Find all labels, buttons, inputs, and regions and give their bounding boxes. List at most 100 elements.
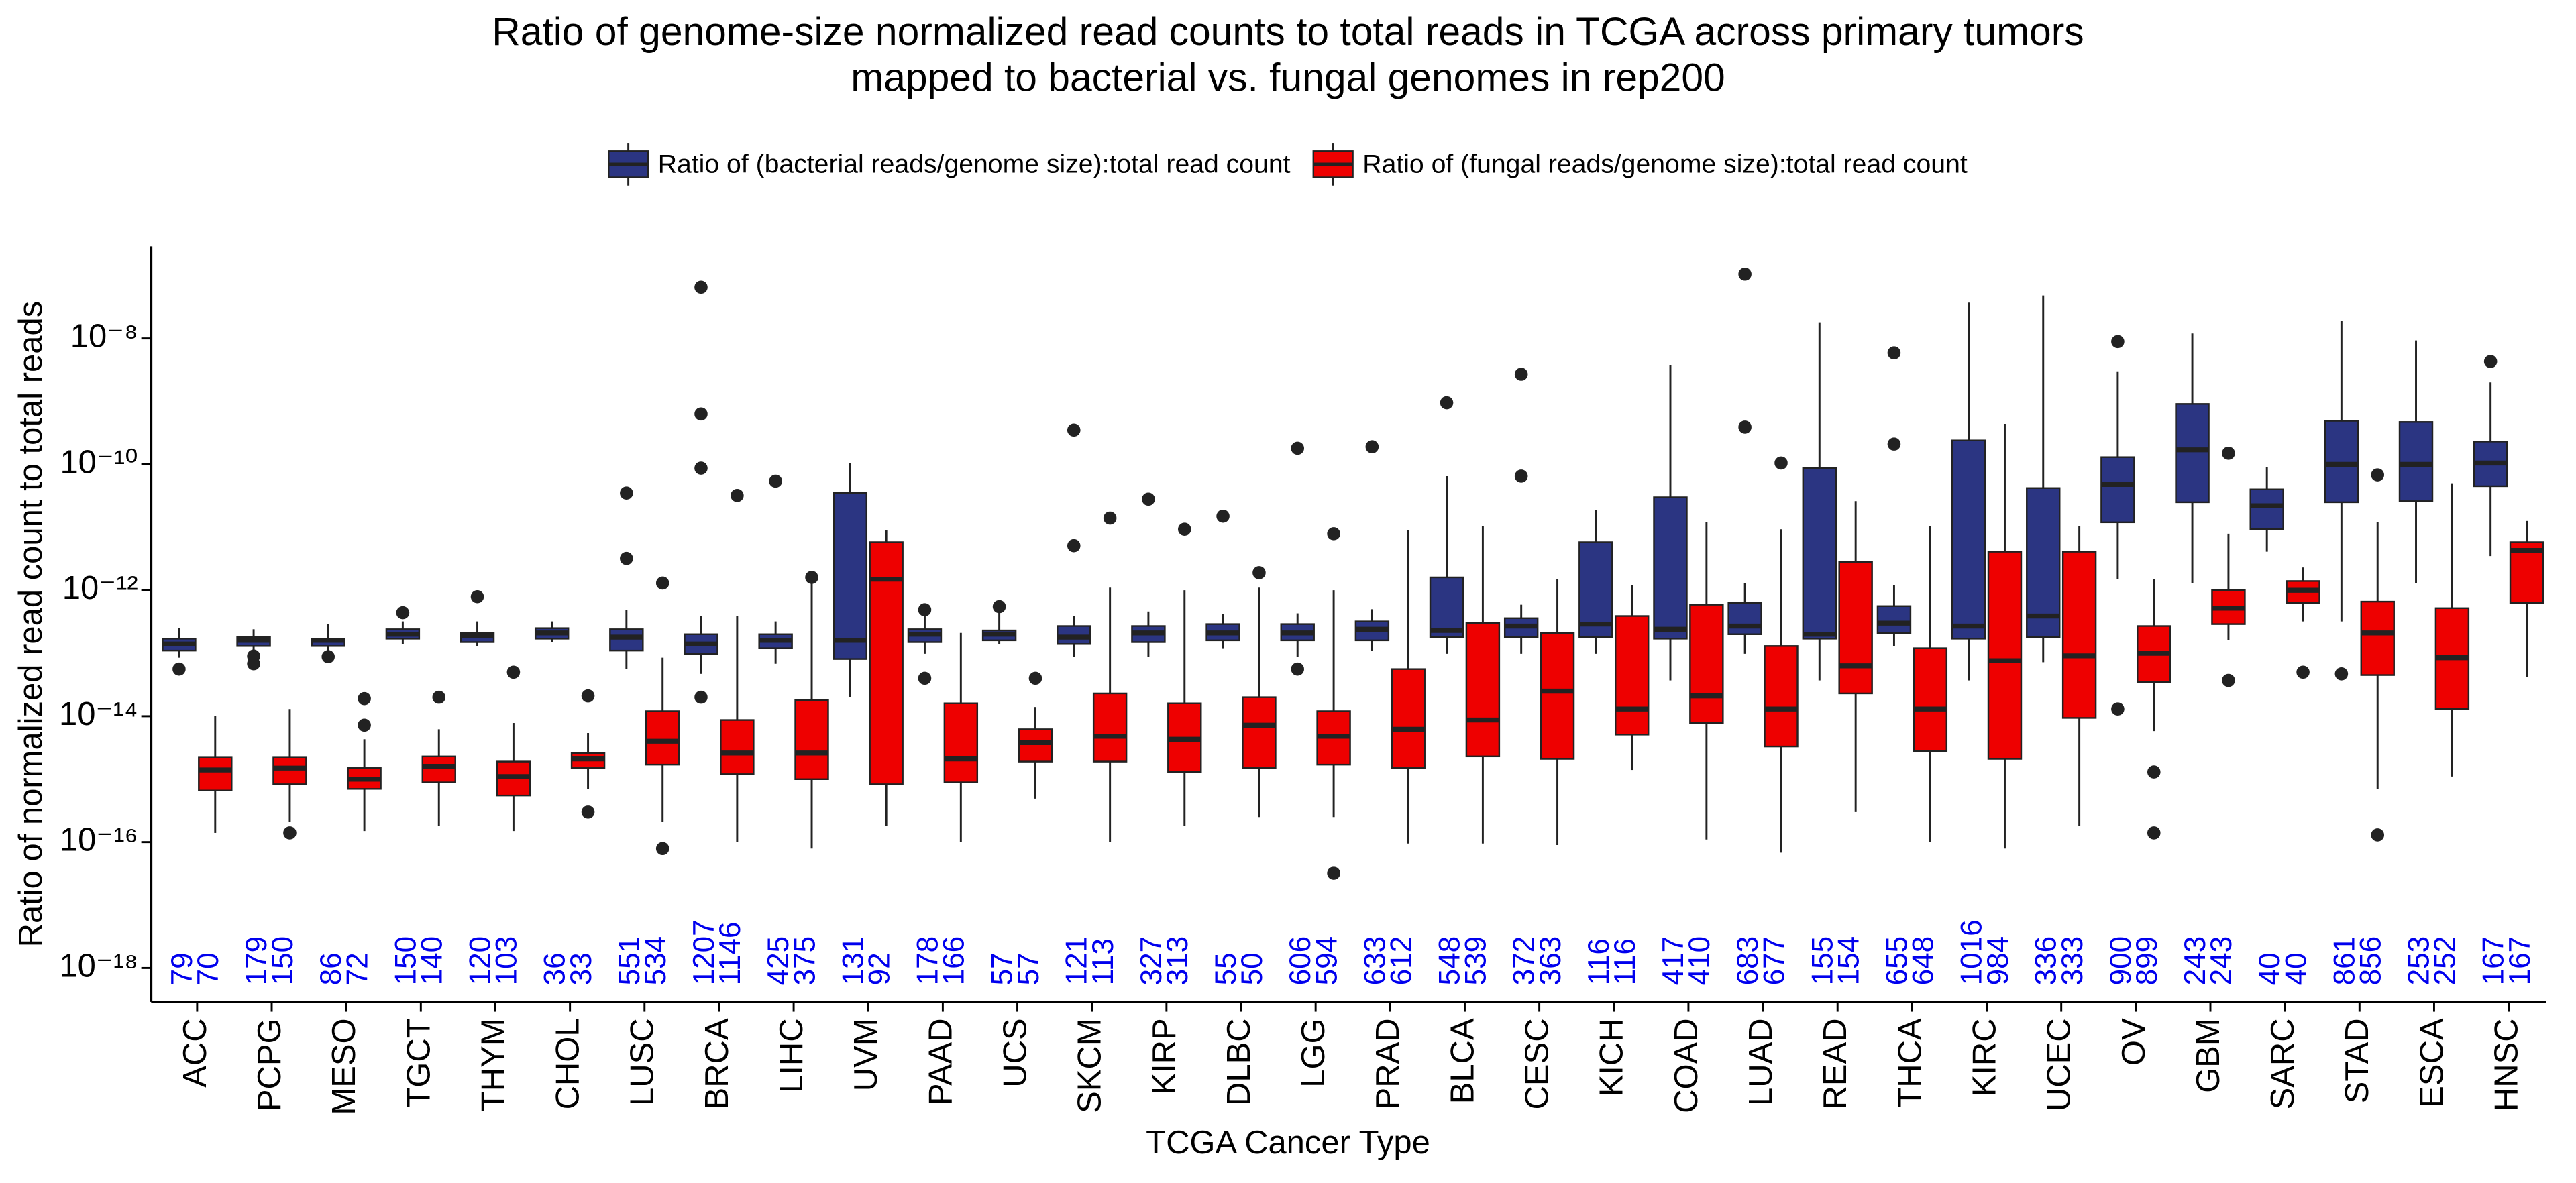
count-label: 33 <box>565 952 598 985</box>
legend: Ratio of (bacterial reads/genome size):t… <box>608 143 1968 186</box>
outlier <box>2222 447 2235 460</box>
x-tick-label: SARC <box>2265 1018 2301 1109</box>
x-tick-label: UCEC <box>2041 1018 2078 1111</box>
x-tick-label: LUAD <box>1743 1018 1779 1106</box>
box <box>609 628 644 652</box>
x-tick-label: SKCM <box>1072 1018 1108 1113</box>
y-tick-label: 10⁻⁸ <box>70 319 138 355</box>
outlier <box>1514 469 1528 483</box>
y-tick-label: 10⁻¹⁴ <box>59 696 138 732</box>
legend-item: Ratio of (fungal reads/genome size):tota… <box>1312 143 1968 186</box>
box <box>2026 487 2061 638</box>
outlier <box>620 486 633 500</box>
outlier <box>1103 511 1117 525</box>
count-label: 606 <box>1284 936 1317 986</box>
outlier <box>1216 509 1230 523</box>
x-tick-label: COAD <box>1668 1018 1705 1113</box>
y-tick-label: 10⁻¹⁰ <box>60 444 138 480</box>
outlier <box>581 689 595 703</box>
box <box>2061 551 2097 719</box>
count-label: 116 <box>1609 938 1642 985</box>
outlier <box>992 600 1006 614</box>
outlier <box>2371 468 2385 482</box>
count-label: 92 <box>863 952 896 985</box>
box <box>1764 645 1799 748</box>
count-label: 178 <box>911 936 944 986</box>
x-tick-label: CESC <box>1519 1018 1556 1109</box>
outlier <box>620 551 633 565</box>
box <box>1614 615 1650 736</box>
outlier <box>2147 826 2161 840</box>
box <box>794 699 829 781</box>
box <box>2175 403 2210 504</box>
x-tick-label: KICH <box>1594 1018 1630 1096</box>
y-tick-label: 10⁻¹⁸ <box>59 948 138 984</box>
outlier <box>2371 828 2385 842</box>
count-label: 57 <box>986 952 1019 985</box>
count-label: 50 <box>1236 952 1269 985</box>
count-label: 150 <box>389 936 422 986</box>
x-tick-label: GBM <box>2190 1018 2226 1093</box>
count-label: 899 <box>2131 936 2163 986</box>
box <box>1465 622 1501 758</box>
count-label: 313 <box>1161 936 1194 986</box>
count-label: 116 <box>1582 938 1615 985</box>
box <box>1951 439 1986 640</box>
x-tick-label: UCS <box>997 1018 1033 1087</box>
x-tick-label: KIRC <box>1966 1018 2002 1096</box>
box <box>1578 541 1613 638</box>
outlier <box>358 691 371 706</box>
count-label: 167 <box>2504 936 2536 986</box>
box <box>1242 696 1277 769</box>
count-label: 55 <box>1210 952 1242 985</box>
count-label: 179 <box>240 936 273 986</box>
count-label: 166 <box>938 936 971 986</box>
box <box>421 755 456 783</box>
x-tick-label: CHOL <box>550 1018 586 1109</box>
outlier <box>1067 539 1081 553</box>
box <box>645 710 680 766</box>
outlier <box>1887 346 1901 359</box>
outlier <box>2483 355 2498 368</box>
box <box>1876 605 1912 634</box>
count-label: 683 <box>1731 936 1764 986</box>
x-tick-label: ACC <box>177 1018 213 1087</box>
outlier <box>470 589 484 604</box>
count-label: 243 <box>2179 936 2212 986</box>
count-label: 1016 <box>1955 919 1988 985</box>
count-label: 375 <box>788 936 821 986</box>
outlier <box>358 718 371 732</box>
outlier <box>1067 423 1081 437</box>
y-tick-label: 10⁻¹⁶ <box>60 822 138 858</box>
outlier <box>1327 866 1340 880</box>
x-tick-label: LIHC <box>773 1018 810 1093</box>
outlier <box>1327 527 1340 541</box>
count-label: 551 <box>613 936 646 986</box>
x-tick-label: UVM <box>848 1018 884 1091</box>
count-label: 856 <box>2355 936 2387 986</box>
x-tick-label: STAD <box>2339 1018 2375 1103</box>
box <box>1838 561 1873 695</box>
box <box>1987 551 2023 760</box>
count-label: 363 <box>1534 936 1567 986</box>
chart-title: mapped to bacterial vs. fungal genomes i… <box>851 56 1725 100</box>
box <box>2398 421 2434 502</box>
count-label: 677 <box>1758 936 1790 986</box>
count-label: 155 <box>1806 936 1839 986</box>
count-label: 40 <box>2279 952 2312 985</box>
y-tick-label: 10⁻¹² <box>62 570 138 606</box>
outlier <box>2111 335 2125 349</box>
count-label: 154 <box>1832 936 1865 986</box>
x-tick-label: THCA <box>1892 1018 1928 1108</box>
outlier <box>506 665 521 679</box>
y-axis-title: Ratio of normalized read count to total … <box>13 301 49 948</box>
x-tick-label: LUSC <box>625 1018 661 1106</box>
count-label: 984 <box>1982 936 2015 986</box>
outlier <box>2147 765 2161 779</box>
count-label: 633 <box>1358 936 1391 986</box>
outlier <box>1291 441 1305 455</box>
box <box>869 541 904 785</box>
outlier <box>1291 662 1305 676</box>
outlier <box>432 690 446 704</box>
outlier <box>805 571 818 584</box>
